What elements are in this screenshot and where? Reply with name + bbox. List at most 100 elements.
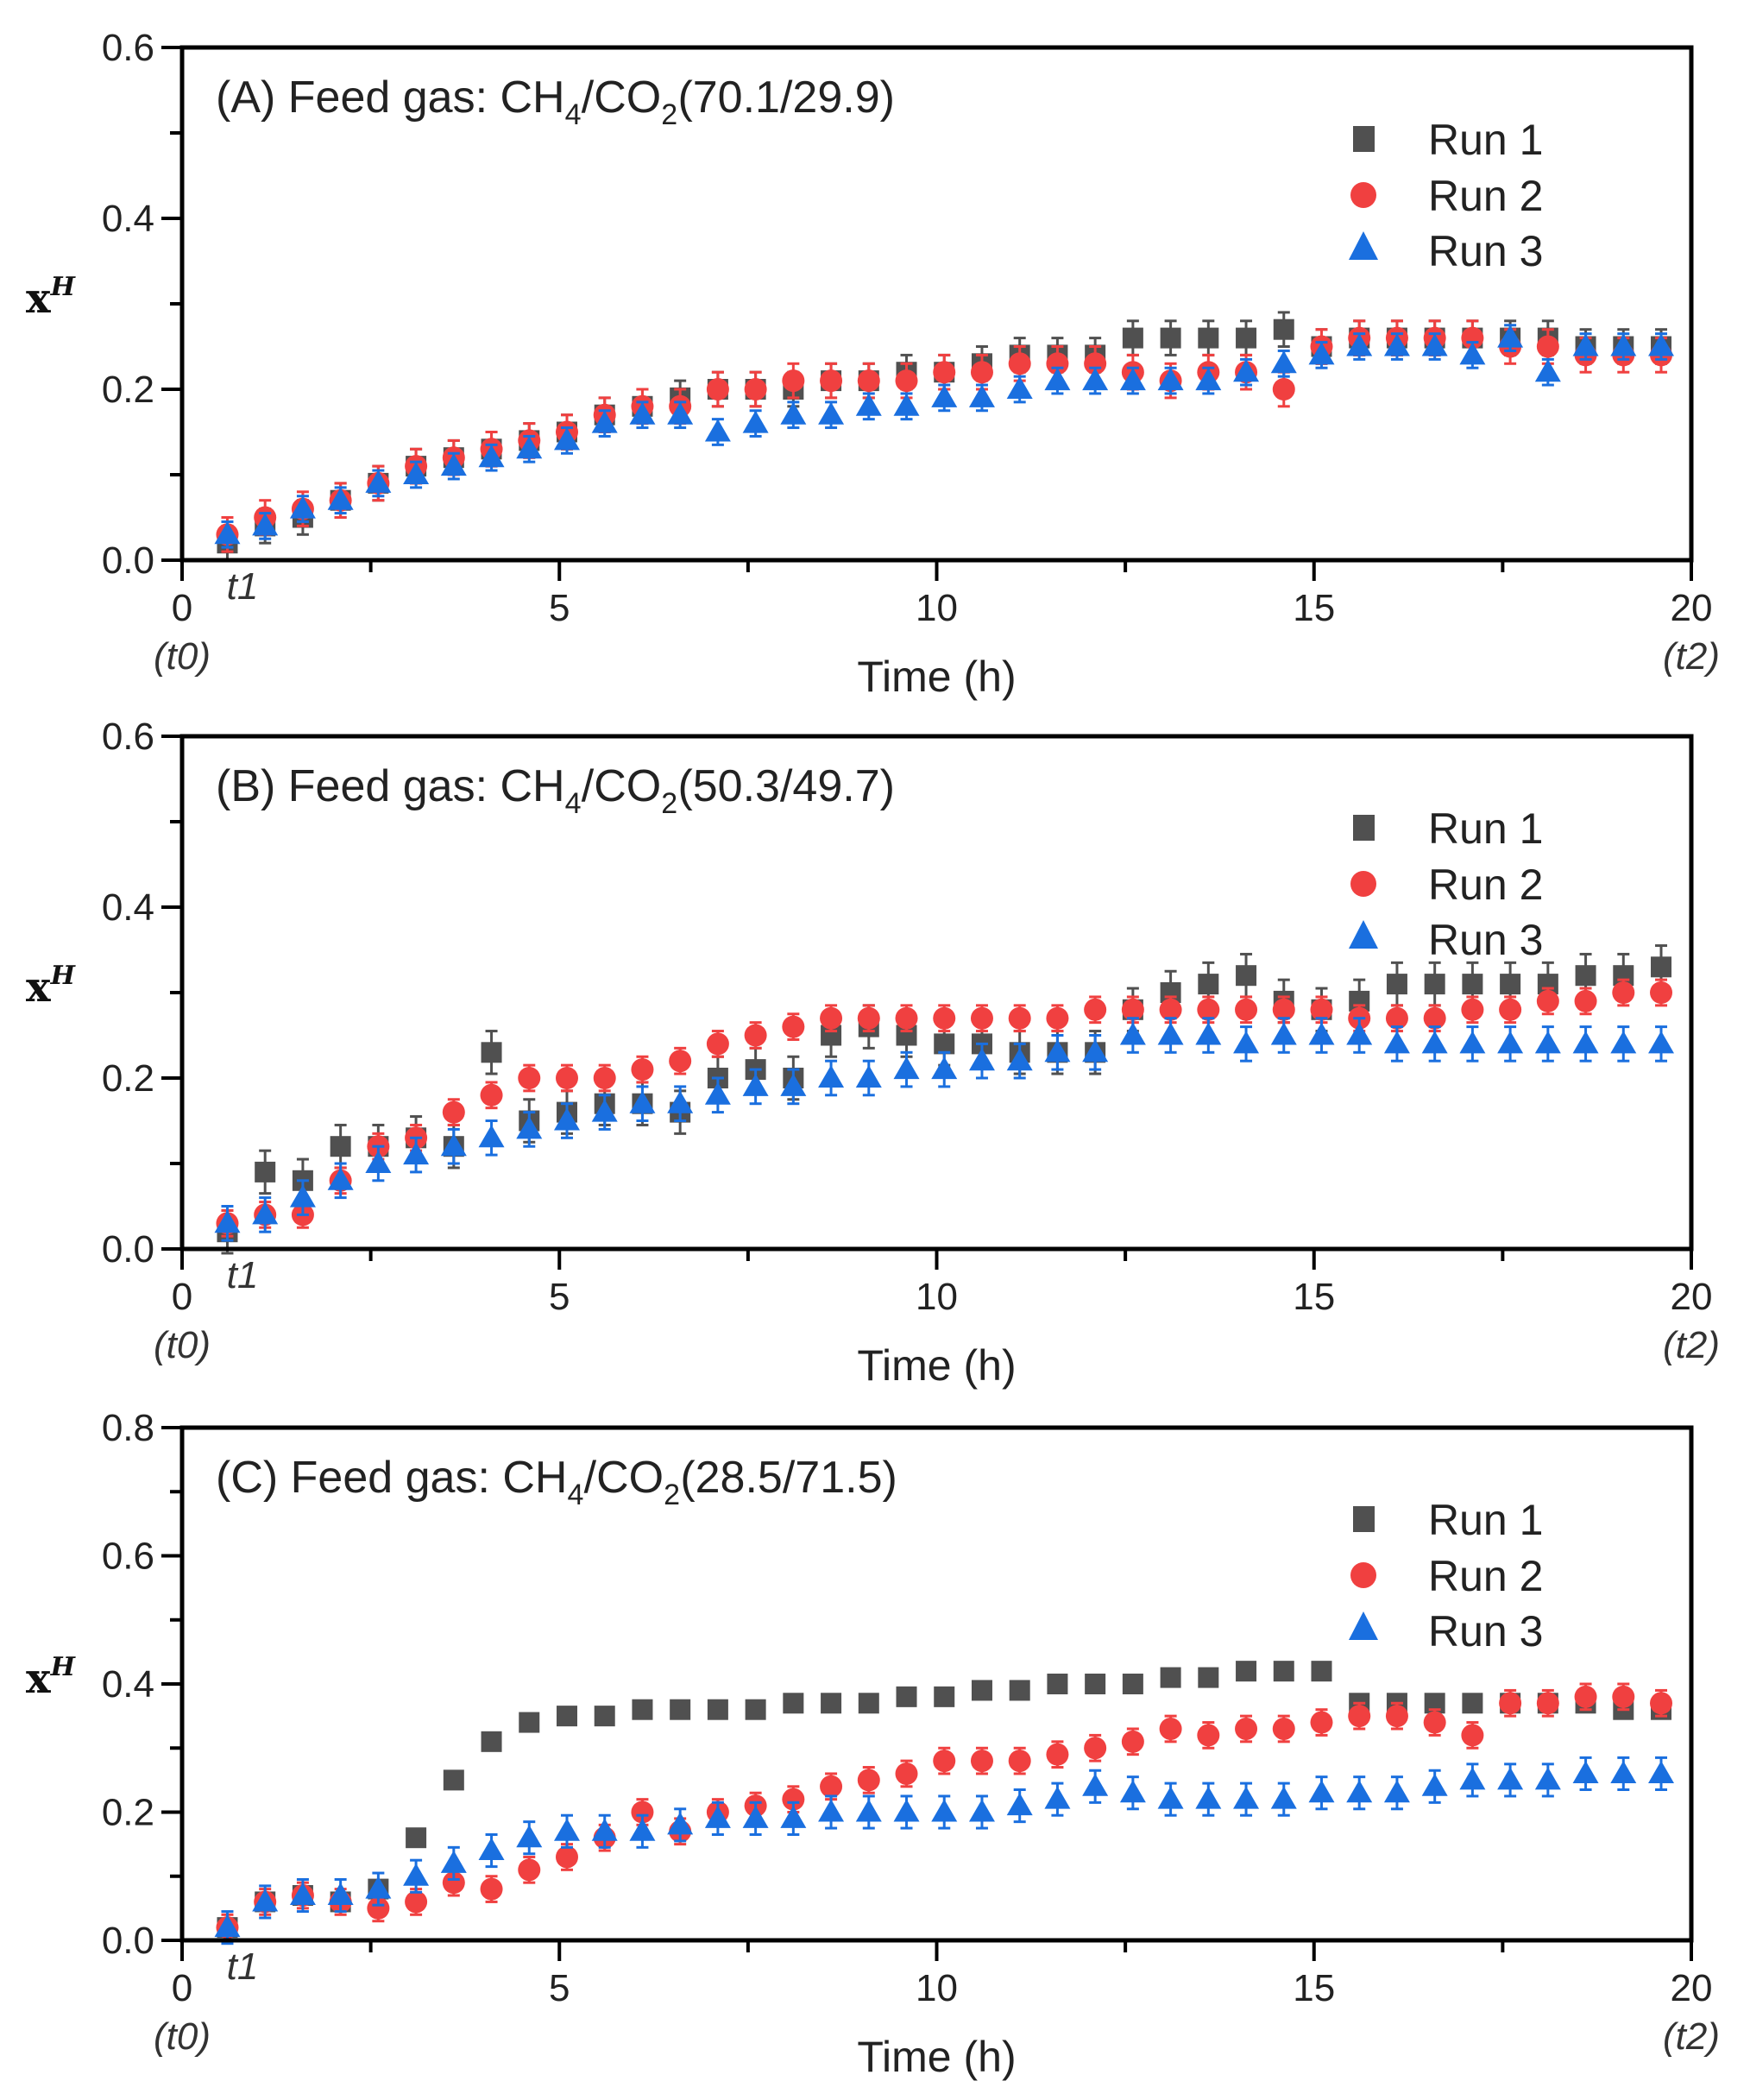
legend-item-run-2: Run 2 bbox=[1350, 1552, 1543, 1600]
data-point bbox=[631, 1055, 654, 1084]
legend-label: Run 3 bbox=[1428, 227, 1543, 275]
triangle-marker bbox=[855, 1065, 882, 1088]
data-point bbox=[252, 512, 279, 540]
circle-marker bbox=[782, 369, 805, 393]
square-marker-icon bbox=[1353, 815, 1375, 841]
triangle-marker bbox=[214, 521, 241, 545]
x-tick-label: 10 bbox=[916, 1276, 958, 1318]
circle-marker bbox=[1084, 352, 1107, 375]
data-point bbox=[706, 1030, 729, 1058]
data-point bbox=[1385, 1701, 1408, 1731]
data-point bbox=[857, 1004, 880, 1033]
triangle-marker bbox=[1421, 333, 1448, 356]
triangle-marker bbox=[855, 1799, 882, 1822]
data-point bbox=[1610, 1756, 1637, 1792]
circle-marker bbox=[895, 1006, 918, 1030]
triangle-marker bbox=[893, 1799, 920, 1822]
data-point bbox=[1650, 978, 1673, 1007]
data-point bbox=[1273, 311, 1294, 348]
data-point bbox=[744, 1021, 767, 1050]
circle-marker bbox=[1159, 1717, 1182, 1740]
circle-marker bbox=[782, 1015, 805, 1038]
square-marker bbox=[1122, 327, 1143, 349]
data-point bbox=[1346, 332, 1373, 361]
square-marker bbox=[1651, 956, 1672, 978]
legend-item-run-3: Run 3 bbox=[1349, 916, 1543, 964]
data-point bbox=[1459, 1025, 1486, 1063]
circle-marker bbox=[820, 1775, 843, 1798]
data-point bbox=[742, 1068, 769, 1106]
triangle-marker bbox=[478, 1125, 505, 1148]
data-point bbox=[289, 495, 316, 523]
triangle-marker bbox=[1195, 1786, 1222, 1809]
triangle-marker bbox=[440, 1133, 467, 1157]
circle-marker bbox=[593, 1067, 616, 1089]
data-point bbox=[1157, 1017, 1184, 1054]
data-point bbox=[1308, 1017, 1335, 1054]
title-subscript: 4 bbox=[565, 98, 582, 131]
circle-marker bbox=[933, 1750, 956, 1773]
triangle-marker bbox=[591, 1099, 618, 1122]
data-point bbox=[1044, 366, 1071, 395]
circle-marker bbox=[1574, 1685, 1597, 1708]
circle-marker bbox=[555, 1067, 578, 1089]
square-marker bbox=[1198, 327, 1219, 349]
data-point bbox=[478, 443, 505, 472]
triangle-marker bbox=[1346, 1780, 1373, 1803]
panel-title: (A) Feed gas: CH4 /CO2 (70.1/29.9) bbox=[216, 73, 895, 131]
triangle-marker bbox=[742, 410, 769, 433]
y-tick-label: 0.2 bbox=[102, 1057, 154, 1100]
x-tick-label: 5 bbox=[549, 1967, 570, 2009]
circle-marker bbox=[1461, 998, 1484, 1021]
triangle-marker bbox=[1233, 359, 1260, 382]
data-point bbox=[744, 370, 767, 408]
data-point bbox=[1082, 1769, 1109, 1804]
series-run-1 bbox=[217, 944, 1672, 1255]
data-point bbox=[1119, 1017, 1146, 1054]
data-point bbox=[820, 362, 843, 400]
circle-marker bbox=[895, 1762, 918, 1785]
data-point bbox=[782, 362, 805, 400]
square-marker-icon bbox=[1353, 126, 1375, 152]
triangle-marker bbox=[780, 1073, 807, 1096]
triangle-marker bbox=[1572, 1760, 1599, 1783]
data-point bbox=[594, 1706, 615, 1727]
data-point bbox=[1272, 1714, 1295, 1744]
data-point bbox=[591, 1094, 618, 1131]
circle-marker bbox=[367, 1896, 390, 1920]
circle-marker bbox=[1461, 1724, 1484, 1747]
square-marker bbox=[934, 1686, 955, 1707]
data-point bbox=[742, 409, 769, 438]
data-point bbox=[1574, 987, 1597, 1016]
triangle-marker bbox=[1006, 1048, 1033, 1071]
triangle-marker bbox=[704, 419, 731, 442]
data-point bbox=[1497, 1025, 1524, 1063]
data-point bbox=[931, 1050, 958, 1088]
t0-annotation: (t0) bbox=[154, 2015, 211, 2058]
data-point bbox=[1233, 1025, 1260, 1063]
triangle-marker bbox=[1383, 333, 1410, 356]
triangle-marker bbox=[931, 1799, 958, 1822]
data-point bbox=[481, 1731, 502, 1752]
data-point bbox=[855, 1794, 882, 1830]
triangle-marker bbox=[893, 393, 920, 416]
triangle-marker bbox=[1497, 1767, 1524, 1790]
triangle-marker bbox=[403, 1863, 430, 1886]
square-marker bbox=[971, 1680, 992, 1701]
triangle-marker bbox=[516, 1825, 543, 1848]
data-point bbox=[1008, 1746, 1031, 1775]
triangle-marker bbox=[968, 384, 995, 407]
data-point bbox=[667, 1807, 694, 1843]
data-point bbox=[780, 400, 807, 430]
series-run-3 bbox=[214, 1017, 1675, 1242]
data-point bbox=[821, 1693, 842, 1714]
data-point bbox=[1311, 1661, 1332, 1682]
circle-marker bbox=[1084, 998, 1107, 1021]
triangle-marker bbox=[629, 401, 656, 425]
square-marker bbox=[519, 1712, 540, 1733]
triangle-marker bbox=[1572, 1031, 1599, 1054]
square-marker bbox=[481, 1042, 502, 1063]
triangle-marker bbox=[1534, 1767, 1561, 1790]
circle-marker bbox=[1084, 1737, 1107, 1760]
square-marker bbox=[670, 1699, 691, 1720]
